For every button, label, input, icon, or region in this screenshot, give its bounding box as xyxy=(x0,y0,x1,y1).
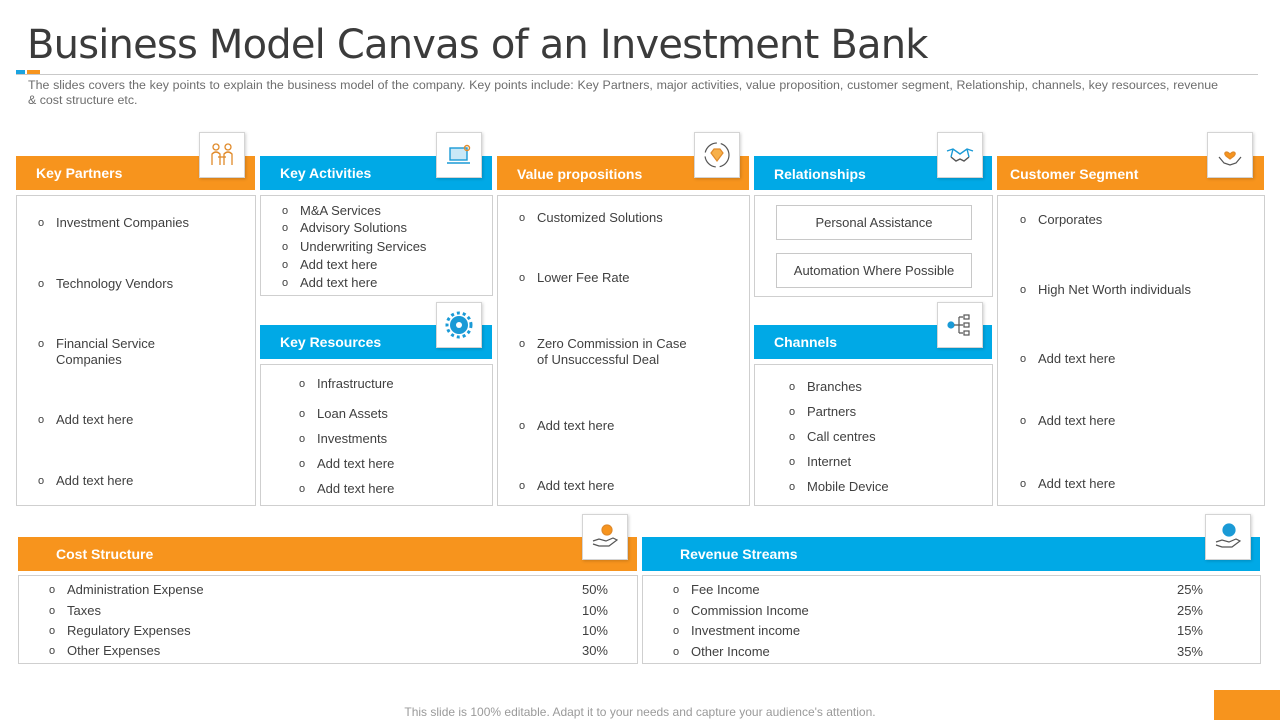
cost-row: o Regulatory Expenses xyxy=(49,623,191,638)
page-subtitle: The slides covers the key points to expl… xyxy=(28,78,1218,107)
corner-accent xyxy=(1214,690,1280,720)
revenue-row: o Fee Income xyxy=(673,582,760,597)
customer-segment-box: o Corporates o High Net Worth individuals … xyxy=(997,195,1265,506)
list-item: o Advisory Solutions xyxy=(282,220,407,235)
list-item: o Financial Service Companies xyxy=(38,336,155,367)
person-hand-icon xyxy=(1205,514,1251,560)
list-item: o Add text here xyxy=(282,257,378,272)
key-partners-label: Key Partners xyxy=(36,165,123,181)
cost-structure-label: Cost Structure xyxy=(56,546,154,562)
revenue-row: o Investment income xyxy=(673,623,801,638)
list-item: o Investment Companies xyxy=(38,215,189,230)
relationship-personal-assistance: Personal Assistance xyxy=(776,205,972,240)
list-item: o Add text here xyxy=(1020,351,1116,366)
relationships-box: Personal Assistance Automation Where Pos… xyxy=(754,195,993,297)
title-accent-blue xyxy=(16,70,25,75)
list-item: o Add text here xyxy=(1020,476,1116,491)
partners-icon xyxy=(199,132,245,178)
revenue-streams-box: o Fee Income 25% o Commission Income 25% o… xyxy=(642,575,1261,664)
revenue-pct: 35% xyxy=(1176,644,1203,659)
cost-structure-header: Cost Structure xyxy=(18,537,637,571)
key-activities-box: o M&A Services o Advisory Solutions o Under… xyxy=(260,195,493,296)
heart-hands-icon xyxy=(1207,132,1253,178)
key-resources-box: o Infrastructure o Loan Assets o Investment… xyxy=(260,364,493,506)
cost-row: o Other Expenses xyxy=(49,643,161,658)
cost-pct: 50% xyxy=(581,582,608,597)
list-item: o Loan Assets xyxy=(299,406,388,421)
list-item: o Call centres xyxy=(789,429,876,444)
revenue-pct: 25% xyxy=(1176,603,1203,618)
list-item: o Add text here xyxy=(519,478,615,493)
cost-pct: 10% xyxy=(581,603,608,618)
list-item: o Branches xyxy=(789,379,862,394)
network-icon xyxy=(937,302,983,348)
cost-row: o Administration Expense xyxy=(49,582,204,597)
footer-note: This slide is 100% editable. Adapt it to… xyxy=(404,705,876,719)
key-activities-label: Key Activities xyxy=(280,165,372,181)
revenue-row: o Other Income xyxy=(673,644,770,659)
cost-pct: 10% xyxy=(581,623,608,638)
list-item: o Infrastructure xyxy=(299,376,394,391)
cost-row: o Taxes xyxy=(49,603,101,618)
diamond-icon xyxy=(694,132,740,178)
value-propositions-label: Value propositions xyxy=(517,166,643,182)
list-item: o Zero Commission in Case of Unsuccessful… xyxy=(519,336,687,367)
revenue-pct: 15% xyxy=(1176,623,1203,638)
list-item: o Mobile Device xyxy=(789,479,889,494)
handshake-icon xyxy=(937,132,983,178)
list-item: o Internet xyxy=(789,454,852,469)
list-item: o High Net Worth individuals xyxy=(1020,282,1191,297)
cost-structure-box: o Administration Expense 50% o Taxes 10% o… xyxy=(18,575,638,664)
list-item: o Add text here xyxy=(519,418,615,433)
page-title: Business Model Canvas of an Investment B… xyxy=(27,22,928,68)
list-item: o Investments xyxy=(299,431,388,446)
revenue-row: o Commission Income xyxy=(673,603,809,618)
customer-segment-label: Customer Segment xyxy=(1010,166,1139,182)
title-accent-orange xyxy=(27,70,40,75)
revenue-streams-label: Revenue Streams xyxy=(680,546,798,562)
coin-hand-icon xyxy=(582,514,628,560)
revenue-pct: 25% xyxy=(1176,582,1203,597)
list-item: o Add text here xyxy=(38,412,134,427)
revenue-streams-header: Revenue Streams xyxy=(642,537,1260,571)
list-item: o Add text here xyxy=(299,456,395,471)
laptop-icon xyxy=(436,132,482,178)
list-item: o Underwriting Services xyxy=(282,239,427,254)
key-partners-box: o Investment Companies o Technology Vendor… xyxy=(16,195,256,506)
key-resources-label: Key Resources xyxy=(280,334,382,350)
relationship-automation: Automation Where Possible xyxy=(776,253,972,288)
relationships-label: Relationships xyxy=(774,166,866,182)
list-item: o Partners xyxy=(789,404,857,419)
title-divider xyxy=(16,74,1258,75)
channels-box: o Branches o Partners o Call centres o Inter… xyxy=(754,364,993,506)
list-item: o M&A Services xyxy=(282,203,381,218)
list-item: o Add text here xyxy=(282,275,378,290)
gear-icon xyxy=(436,302,482,348)
list-item: o Add text here xyxy=(38,473,134,488)
list-item: o Corporates xyxy=(1020,212,1103,227)
list-item: o Add text here xyxy=(299,481,395,496)
list-item: o Customized Solutions xyxy=(519,210,663,225)
list-item: o Technology Vendors xyxy=(38,276,174,291)
list-item: o Lower Fee Rate xyxy=(519,270,630,285)
list-item: o Add text here xyxy=(1020,413,1116,428)
cost-pct: 30% xyxy=(581,643,608,658)
channels-label: Channels xyxy=(774,334,838,350)
